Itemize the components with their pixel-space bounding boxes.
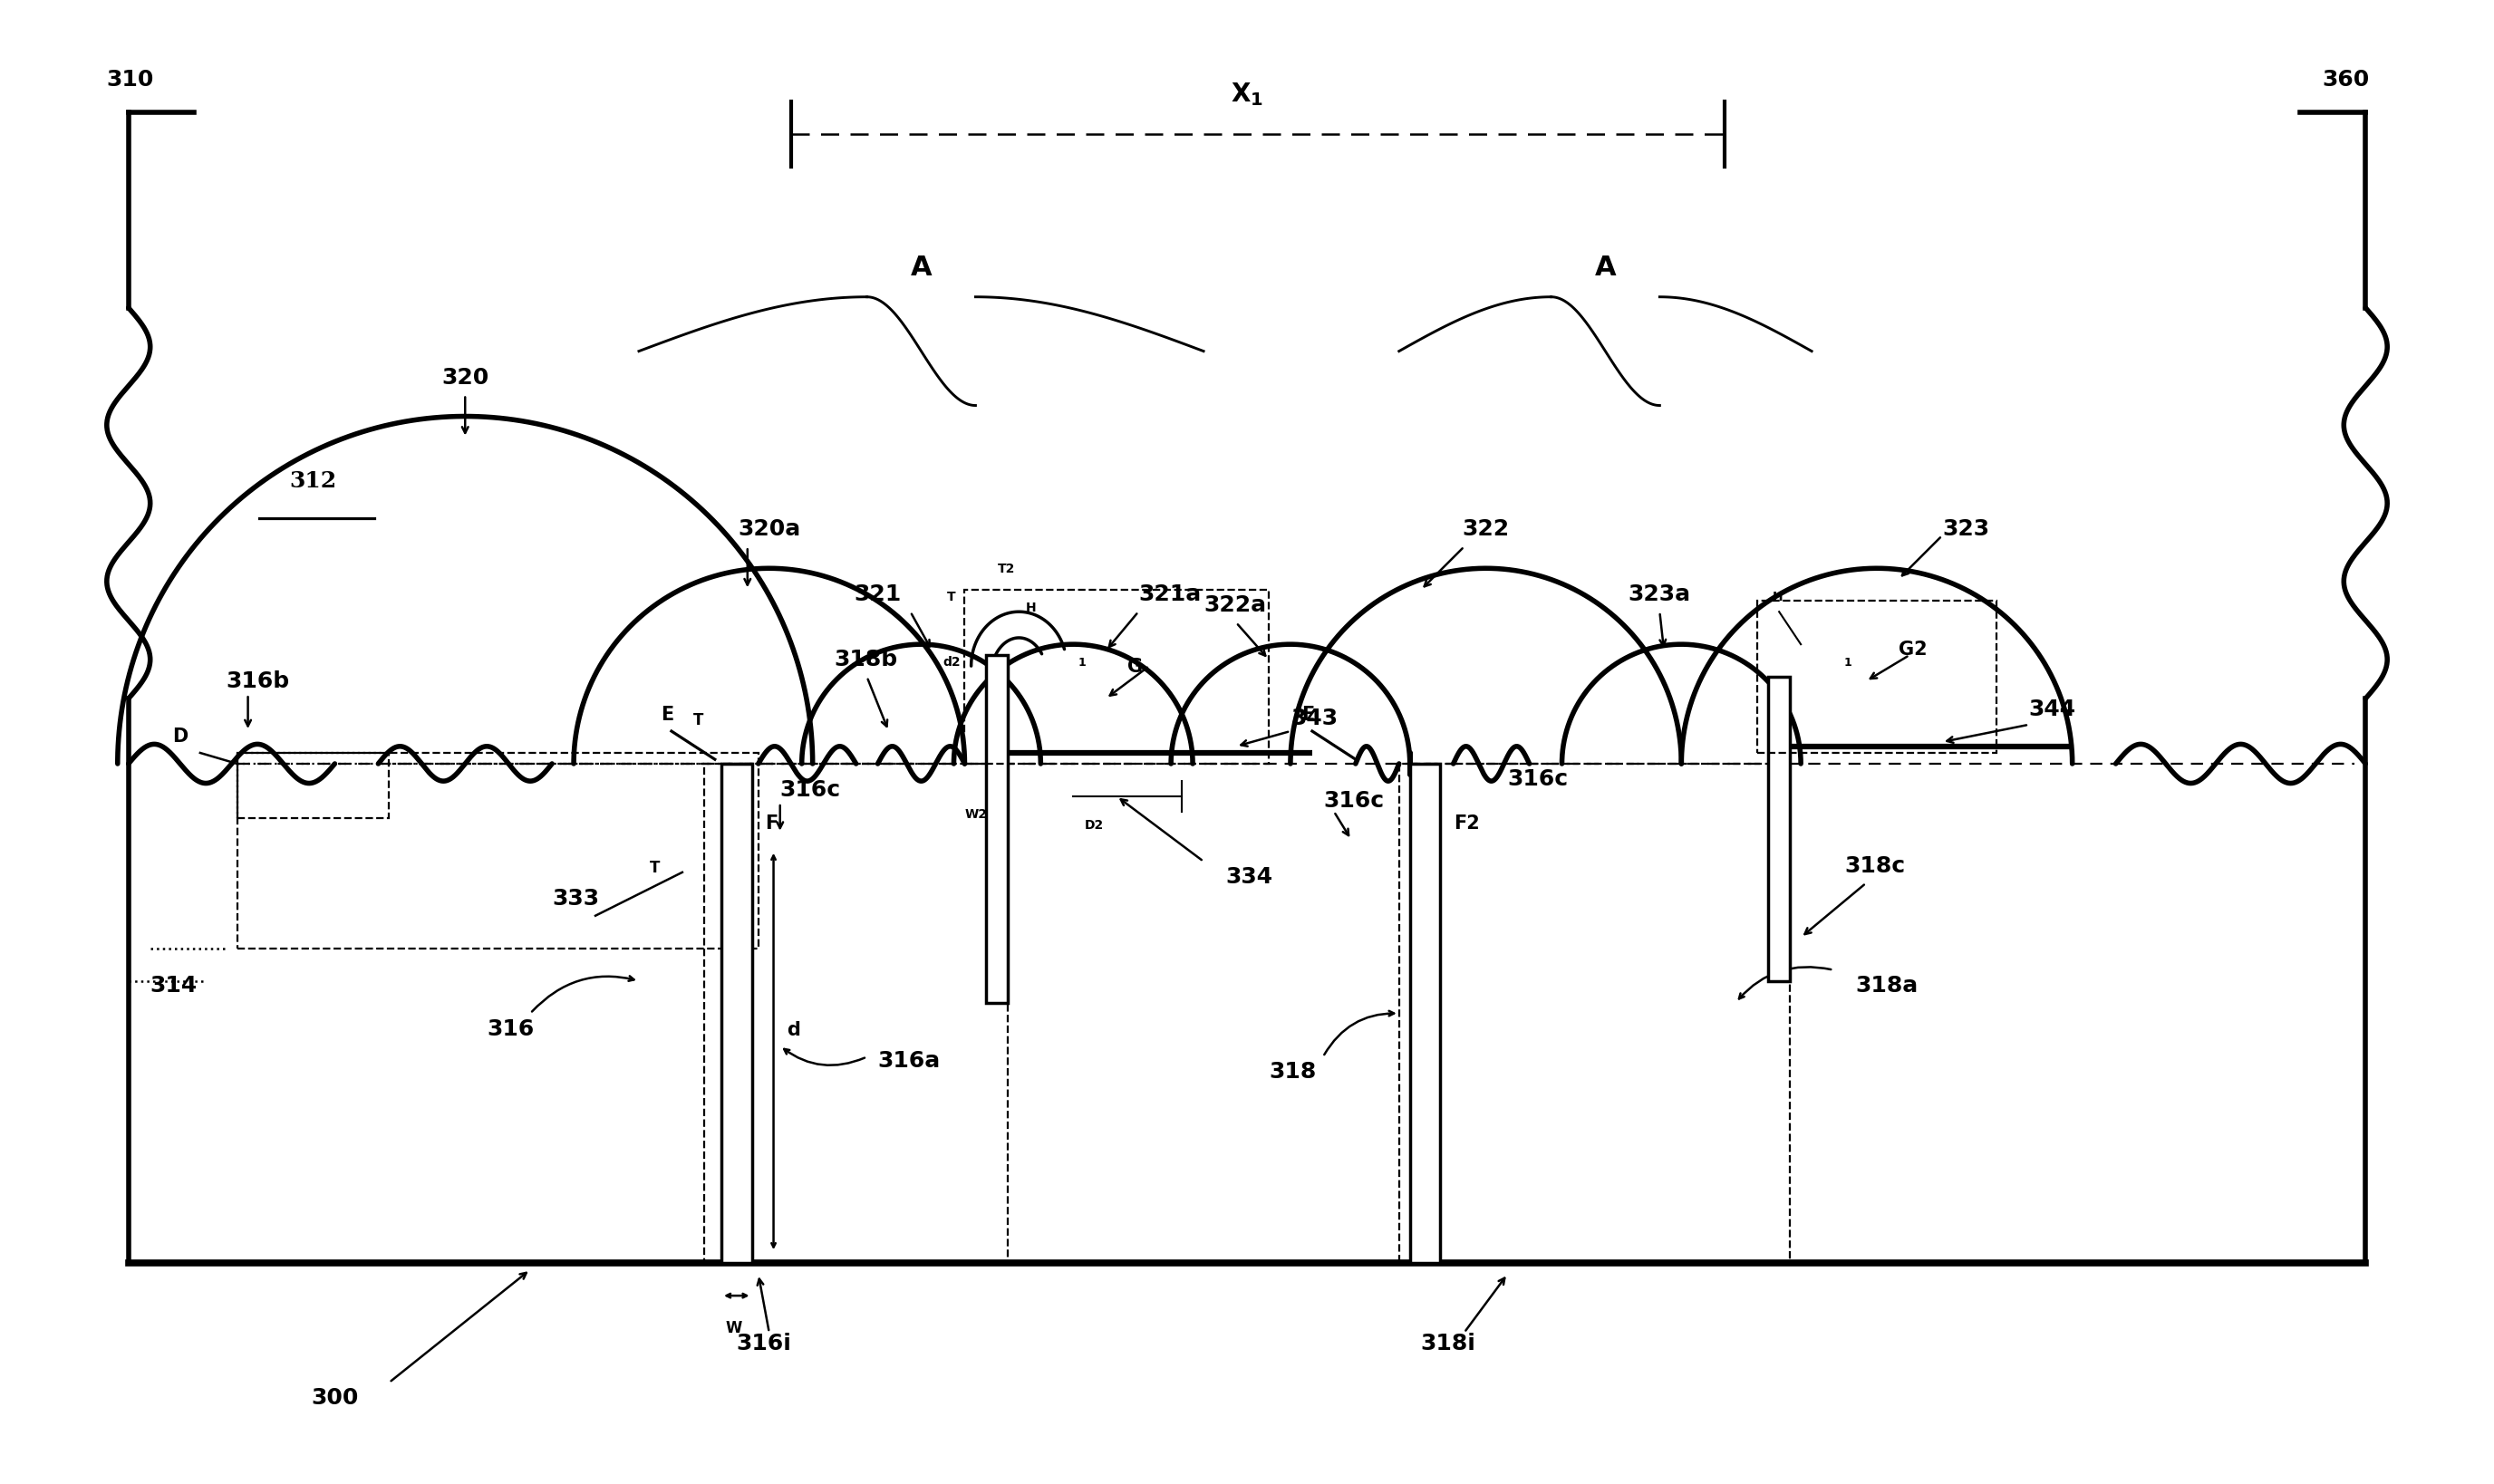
Text: E: E xyxy=(1302,706,1314,724)
Text: 344: 344 xyxy=(2030,699,2075,720)
Text: 314: 314 xyxy=(150,975,197,996)
Text: D: D xyxy=(172,727,187,745)
Text: 310: 310 xyxy=(107,68,155,91)
Text: 318c: 318c xyxy=(1843,855,1905,877)
Text: G: G xyxy=(1127,657,1142,677)
Bar xyxy=(1758,601,1995,752)
Text: 360: 360 xyxy=(2322,68,2369,91)
Text: d2: d2 xyxy=(943,656,960,669)
Text: T: T xyxy=(948,591,955,604)
Text: 333: 333 xyxy=(551,887,599,910)
Text: 316: 316 xyxy=(486,1018,534,1040)
Text: 316b: 316b xyxy=(227,671,289,692)
Bar xyxy=(1768,677,1791,981)
Bar xyxy=(1409,764,1442,1263)
Text: 318: 318 xyxy=(1269,1061,1317,1083)
Text: 312: 312 xyxy=(289,470,337,493)
Text: X$_\mathbf{1}$: X$_\mathbf{1}$ xyxy=(1230,80,1264,108)
Text: 300: 300 xyxy=(312,1388,359,1408)
Text: G2: G2 xyxy=(1898,641,1928,659)
Text: 320: 320 xyxy=(441,367,489,389)
Bar xyxy=(237,752,389,818)
Text: 322: 322 xyxy=(1461,518,1509,540)
Bar xyxy=(703,764,1008,1263)
Text: F2: F2 xyxy=(1454,815,1479,833)
Text: A: A xyxy=(910,254,933,280)
Text: d: d xyxy=(786,1021,801,1039)
Text: 321a: 321a xyxy=(1137,583,1202,605)
Text: 318i: 318i xyxy=(1422,1333,1476,1355)
Text: 322a: 322a xyxy=(1205,595,1267,616)
Text: 323: 323 xyxy=(1943,518,1990,540)
Bar xyxy=(721,764,751,1263)
Text: D2: D2 xyxy=(1085,819,1102,831)
Text: 343: 343 xyxy=(1289,708,1337,729)
Text: 334: 334 xyxy=(1225,867,1272,887)
Text: H: H xyxy=(1025,601,1035,614)
Text: F: F xyxy=(766,815,778,833)
Text: 323a: 323a xyxy=(1629,583,1691,605)
Text: 320a: 320a xyxy=(738,518,801,540)
Text: 321: 321 xyxy=(853,583,900,605)
Bar xyxy=(965,591,1269,764)
Bar xyxy=(1399,764,1791,1263)
Text: 316c: 316c xyxy=(1509,769,1569,789)
Text: W2: W2 xyxy=(965,807,988,821)
Text: A: A xyxy=(1594,254,1616,280)
Text: 318a: 318a xyxy=(1856,975,1918,996)
Text: 316c: 316c xyxy=(1322,789,1384,812)
Text: E: E xyxy=(661,706,673,724)
Text: H: H xyxy=(1773,591,1783,604)
Text: 1: 1 xyxy=(1077,657,1085,669)
Text: T2: T2 xyxy=(998,562,1015,576)
Text: 1: 1 xyxy=(1843,657,1853,669)
Text: 316a: 316a xyxy=(878,1051,940,1073)
Text: T: T xyxy=(693,712,703,729)
Text: T: T xyxy=(651,859,661,876)
Text: 316c: 316c xyxy=(781,779,840,801)
Bar xyxy=(237,752,758,948)
Text: 316i: 316i xyxy=(736,1333,791,1355)
Text: 318b: 318b xyxy=(835,649,898,671)
Bar xyxy=(985,654,1008,1003)
Text: W: W xyxy=(726,1319,743,1336)
